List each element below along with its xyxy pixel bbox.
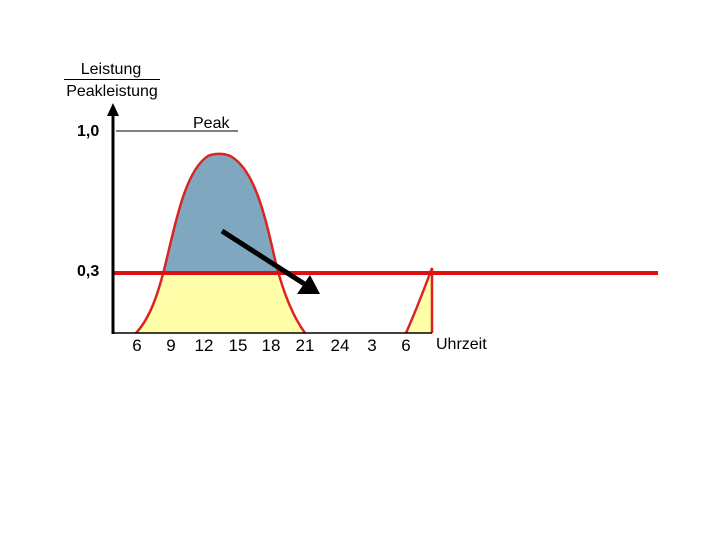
y-axis-arrowhead [107,103,119,116]
downward-arrow-shaft [220,228,308,288]
x-tick-label: 9 [166,336,176,355]
y-axis-fraction-line [64,79,160,80]
x-tick-label: 6 [132,336,142,355]
x-tick-label: 18 [261,336,281,355]
y-tick-label: 1,0 [77,123,100,140]
power-curve-next-morning [404,267,434,334]
x-tick-label: 21 [295,336,315,355]
x-axis-label: Uhrzeit [436,336,487,353]
x-tick-label: 6 [401,336,411,355]
y-tick-label: 0,3 [77,263,100,280]
area-below-threshold [136,273,305,333]
area-next-morning [406,268,432,333]
x-tick-label: 12 [194,336,214,355]
downward-arrow-head [297,275,320,294]
area-above-threshold [163,153,279,273]
y-axis-label-numerator: Leistung [80,61,142,78]
y-axis-label-denominator: Peakleistung [66,83,158,100]
peak-label: Peak [193,115,230,132]
x-tick-label: 15 [228,336,248,355]
x-tick-label: 3 [367,336,377,355]
x-tick-label: 24 [330,336,350,355]
